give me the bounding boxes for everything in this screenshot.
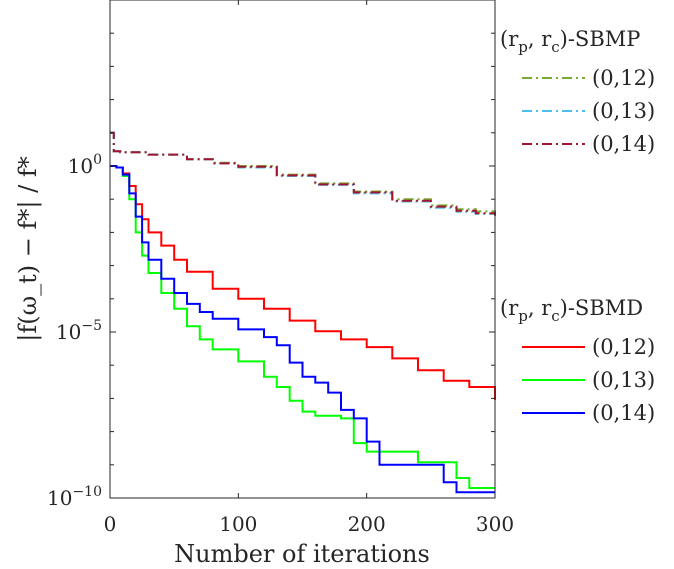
legend-label-0-1: (0,13) (592, 99, 655, 123)
legend-label-1-1: (0,13) (592, 368, 655, 392)
plot-area-frame (109, 0, 496, 499)
y-tick-label: 10−5 (56, 318, 102, 344)
legend-label-1-0: (0,12) (592, 335, 655, 359)
series-line-3 (110, 165, 496, 400)
x-axis-title: Number of iterations (174, 540, 430, 568)
y-axis-title: |f(ω_t) − f*| / f* (14, 156, 43, 341)
y-tick-label: 100 (68, 152, 102, 178)
series-line-4 (110, 165, 495, 489)
x-tick-label: 300 (476, 512, 514, 536)
series-layer (110, 131, 496, 494)
series-line-5 (110, 165, 495, 494)
legend-label-1-2: (0,14) (592, 401, 655, 425)
legend-label-0-0: (0,12) (592, 66, 655, 90)
legend-label-0-2: (0,14) (592, 132, 655, 156)
plot-area-background (110, 0, 495, 498)
series-line-2 (110, 131, 496, 216)
legend-title-1: (rp, rc)-SBMD (500, 296, 643, 325)
x-tick-label: 100 (219, 512, 257, 536)
legend-layer: (rp, rc)-SBMP (0,12) (0,13) (0,14) (rp, rc)-… (500, 27, 655, 425)
x-tick-label: 200 (348, 512, 386, 536)
y-tick-label: 10−10 (47, 484, 102, 510)
legend-title-0: (rp, rc)-SBMP (500, 27, 640, 56)
x-tick-label: 0 (104, 512, 117, 536)
tick-layer: 0 100 200 300 10−10 10−5 100 (47, 0, 514, 536)
